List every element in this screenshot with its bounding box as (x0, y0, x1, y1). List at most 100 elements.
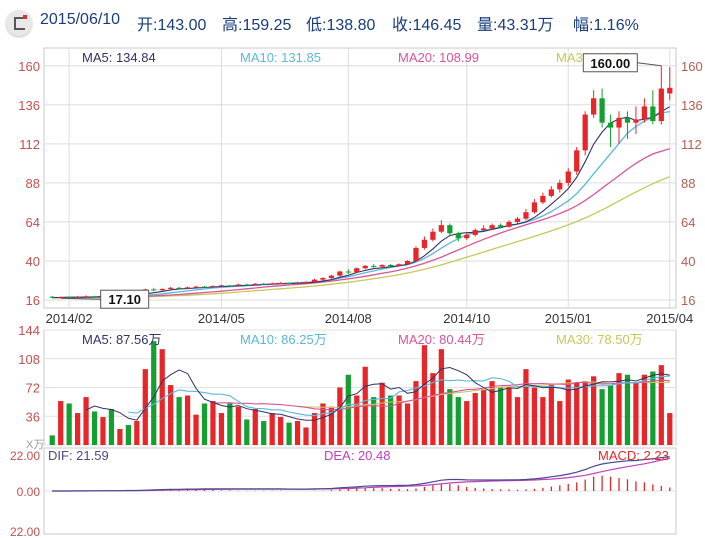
volume-bar (142, 369, 148, 445)
kline-candle-body (354, 268, 360, 273)
volume-bar (582, 381, 588, 445)
volume-bar (464, 401, 470, 445)
kline-candle-body (447, 225, 453, 234)
volume-bar (667, 413, 673, 445)
quote-date: 2015/06/10 (40, 11, 121, 28)
kline-y-tick-right: 64 (681, 215, 695, 230)
volume-bar (117, 429, 123, 445)
volume-bar (591, 376, 597, 445)
kline-candle-body (261, 283, 267, 285)
macd-legend-macd: MACD: 2.23 (598, 448, 669, 463)
volume-bar (404, 403, 411, 445)
kline-candle-body (328, 275, 335, 279)
volume-bar (599, 389, 605, 445)
kline-max-annotation-leader (637, 62, 662, 67)
kline-x-tick: 2014/05 (198, 311, 245, 326)
volume-bar (345, 374, 351, 445)
volume-bar (438, 349, 444, 445)
volume-bar (125, 425, 131, 445)
volume-bar (184, 395, 191, 445)
kline-candle-body (591, 98, 597, 115)
quote-open: 开:143.00 (137, 17, 207, 34)
macd-y-tick: 22.00 (10, 449, 40, 463)
volume-bar (193, 414, 199, 445)
volume-legend-ma10: MA10: 86.25万 (240, 332, 327, 347)
kline-candle-body (227, 285, 233, 287)
kline-y-tick-right: 112 (681, 137, 702, 152)
volume-bar (320, 403, 326, 445)
volume-bar (159, 349, 165, 445)
kline-candle-body (616, 117, 622, 128)
volume-bar (658, 365, 664, 445)
volume-unit-label: X万 (26, 439, 44, 451)
kline-legend-ma20: MA20: 108.99 (398, 50, 479, 65)
kline-candle-body (159, 288, 165, 291)
kline-candle-body (66, 297, 72, 299)
kline-candle-body (337, 271, 343, 276)
quote-high: 高:159.25 (222, 17, 292, 34)
volume-bar (294, 421, 301, 445)
kline-legend-ma10: MA10: 131.85 (240, 50, 321, 65)
volume-bar (481, 389, 487, 445)
volume-bar (278, 417, 284, 445)
kline-candle-body (396, 264, 402, 266)
kline-candle-body (168, 287, 174, 289)
kline-candle-body (244, 284, 250, 286)
kline-candle-body (320, 278, 326, 280)
kline-y-tick-left: 112 (19, 137, 40, 152)
kline-candle-body (531, 202, 538, 213)
kline-candle-body (489, 225, 495, 229)
kline-candle-body (83, 296, 89, 298)
volume-bar (650, 371, 656, 445)
volume-bar (151, 341, 157, 445)
volume-bar (396, 395, 402, 445)
volume-bar (413, 381, 419, 445)
volume-y-tick: 72 (26, 381, 40, 396)
volume-bar (100, 417, 106, 445)
volume-bar (286, 422, 292, 445)
kline-candle-body (421, 239, 428, 248)
volume-bar (506, 387, 512, 445)
logo-icon (6, 10, 32, 36)
kline-candle-body (582, 114, 588, 151)
kline-candle-body (371, 265, 377, 267)
kline-y-tick-right: 88 (681, 176, 695, 191)
kline-y-tick-left: 136 (18, 98, 40, 113)
kline-candle-body (438, 225, 444, 232)
kline-y-tick-right: 160 (681, 59, 703, 74)
kline-ma20-line (52, 148, 670, 299)
kline-candle-body (624, 117, 631, 123)
volume-bar (447, 389, 453, 445)
kline-candle-body (523, 212, 529, 219)
kline-candle-body (58, 297, 64, 299)
macd-legend-dif: DIF: 21.59 (48, 448, 109, 463)
volume-bar (455, 397, 461, 445)
kline-candle-body (286, 282, 292, 284)
volume-bar (201, 403, 208, 445)
volume-bar (548, 385, 554, 445)
volume-bar (269, 413, 275, 445)
kline-y-tick-left: 16 (26, 293, 40, 308)
kline-y-tick-left: 64 (26, 215, 40, 230)
kline-candle-body (472, 230, 478, 235)
kline-candle-body (514, 218, 521, 222)
kline-candle-body (235, 284, 241, 286)
volume-bar (218, 413, 225, 445)
kline-candle-body (49, 296, 55, 298)
volume-bar (176, 397, 182, 445)
volume-bar (227, 403, 233, 445)
kline-x-tick: 2014/08 (325, 311, 372, 326)
kline-candle-body (362, 265, 368, 269)
kline-candle-body (557, 182, 563, 190)
kline-min-annotation-label: 17.10 (108, 292, 141, 307)
kline-candle-body (303, 282, 309, 284)
kline-y-tick-right: 16 (681, 293, 695, 308)
kline-candle-body (379, 265, 385, 267)
kline-y-tick-left: 40 (26, 254, 40, 269)
volume-bar (337, 387, 343, 445)
kline-candle-body (641, 106, 648, 120)
quote-close: 收:146.45 (392, 17, 462, 34)
quote-change: 幅:1.16% (573, 17, 639, 34)
volume-bar (66, 403, 72, 445)
volume-bar (514, 397, 521, 445)
